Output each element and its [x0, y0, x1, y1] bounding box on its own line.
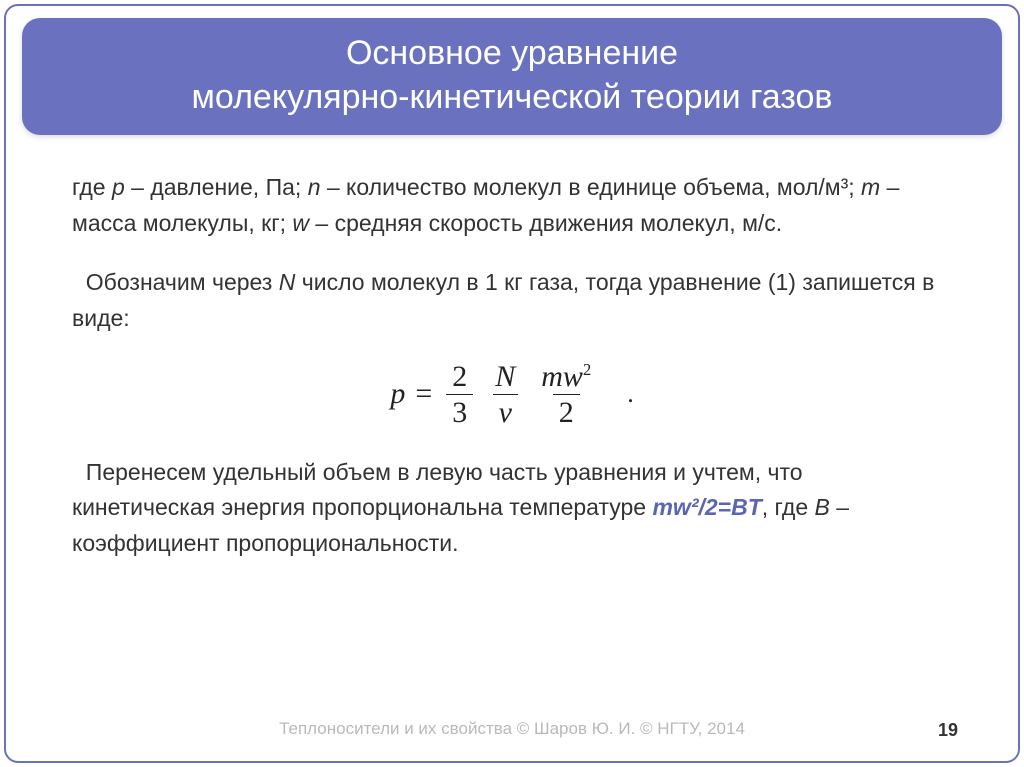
frac3-num: mw2 — [537, 361, 595, 395]
title-banner: Основное уравнение молекулярно-кинетичес… — [22, 18, 1002, 135]
text: – количество молекул в единице объема, м… — [320, 174, 861, 200]
eq-frac3: mw2 2 — [537, 361, 595, 429]
var-B: B — [815, 494, 830, 520]
page-number: 19 — [938, 720, 958, 741]
text: , где — [762, 494, 815, 520]
var-m: m — [861, 174, 880, 200]
slide-content: где p – давление, Па; n – количество мол… — [72, 170, 952, 585]
text: – давление, Па; — [125, 174, 308, 200]
text: – средняя скорость движения молекул, м/с… — [309, 210, 782, 236]
var-p: p — [112, 174, 125, 200]
eq-equals: = — [415, 371, 432, 418]
eq-lhs: p — [390, 371, 405, 418]
frac2-den: v — [493, 394, 518, 429]
frac1-num: 2 — [448, 361, 471, 395]
paragraph-N: Обозначим через N число молекул в 1 кг г… — [72, 265, 952, 336]
footer-text: Теплоносители и их свойства © Шаров Ю. И… — [0, 719, 1024, 739]
text: где — [72, 174, 112, 200]
inline-formula: mw²/2=BT — [652, 494, 761, 520]
frac2-num: N — [491, 361, 519, 395]
frac3-w: w — [563, 360, 583, 393]
var-w: w — [292, 210, 309, 236]
paragraph-defs: где p – давление, Па; n – количество мол… — [72, 170, 952, 241]
frac3-exp: 2 — [583, 360, 591, 379]
var-N: N — [279, 269, 296, 295]
equation-block: p = 2 3 N v mw2 2 . — [72, 361, 952, 429]
var-n: n — [308, 174, 321, 200]
frac1-den: 3 — [446, 394, 473, 429]
eq-period: . — [627, 374, 634, 414]
paragraph-conclusion: Перенесем удельный объем в левую часть у… — [72, 455, 952, 562]
eq-frac1: 2 3 — [446, 361, 473, 429]
frac3-den: 2 — [553, 394, 580, 429]
frac3-m: m — [541, 360, 563, 393]
title-line1: Основное уравнение — [346, 34, 678, 72]
eq-frac2: N v — [491, 361, 519, 429]
text: Обозначим через — [86, 269, 279, 295]
title-line2: молекулярно-кинетической теории газов — [192, 78, 833, 116]
